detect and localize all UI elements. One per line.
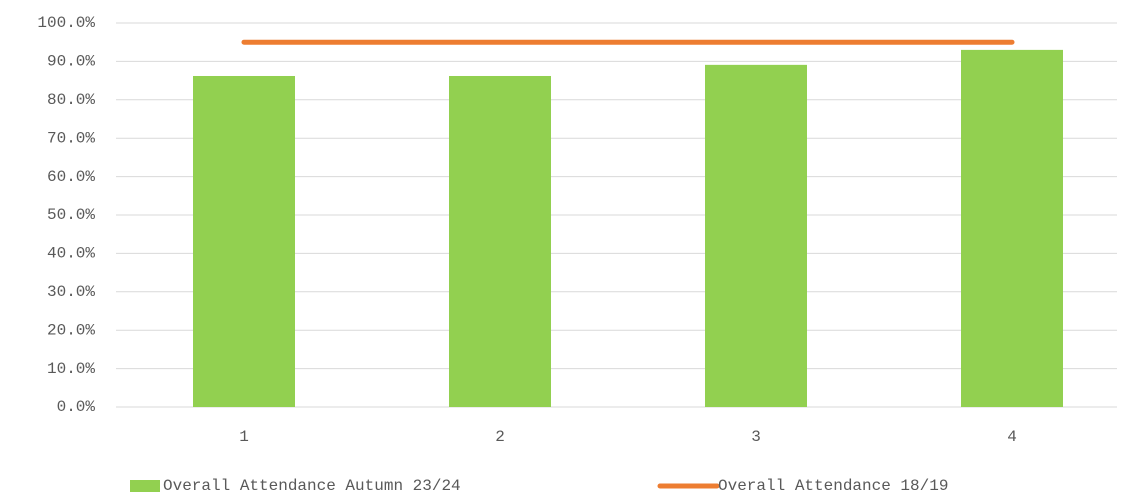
y-tick-label: 80.0% (47, 91, 95, 109)
y-tick-label: 30.0% (47, 283, 95, 301)
y-tick-label: 40.0% (47, 245, 95, 263)
y-tick-label: 70.0% (47, 129, 95, 147)
y-tick-label: 50.0% (47, 206, 95, 224)
y-tick-label: 60.0% (47, 168, 95, 186)
x-tick-label: 4 (1007, 428, 1017, 446)
bar (193, 75, 295, 407)
x-tick-label: 2 (495, 428, 505, 446)
legend-label: Overall Attendance Autumn 23/24 (163, 477, 461, 495)
y-tick-label: 0.0% (57, 398, 96, 416)
y-tick-label: 10.0% (47, 360, 95, 378)
y-tick-label: 100.0% (37, 14, 95, 32)
bar (705, 64, 807, 407)
bar (961, 49, 1063, 407)
y-tick-label: 20.0% (47, 321, 95, 339)
legend-label: Overall Attendance 18/19 (718, 477, 948, 495)
bar (449, 75, 551, 407)
y-tick-label: 90.0% (47, 53, 95, 71)
legend-swatch (130, 480, 160, 492)
x-tick-label: 3 (751, 428, 761, 446)
x-tick-label: 1 (239, 428, 249, 446)
